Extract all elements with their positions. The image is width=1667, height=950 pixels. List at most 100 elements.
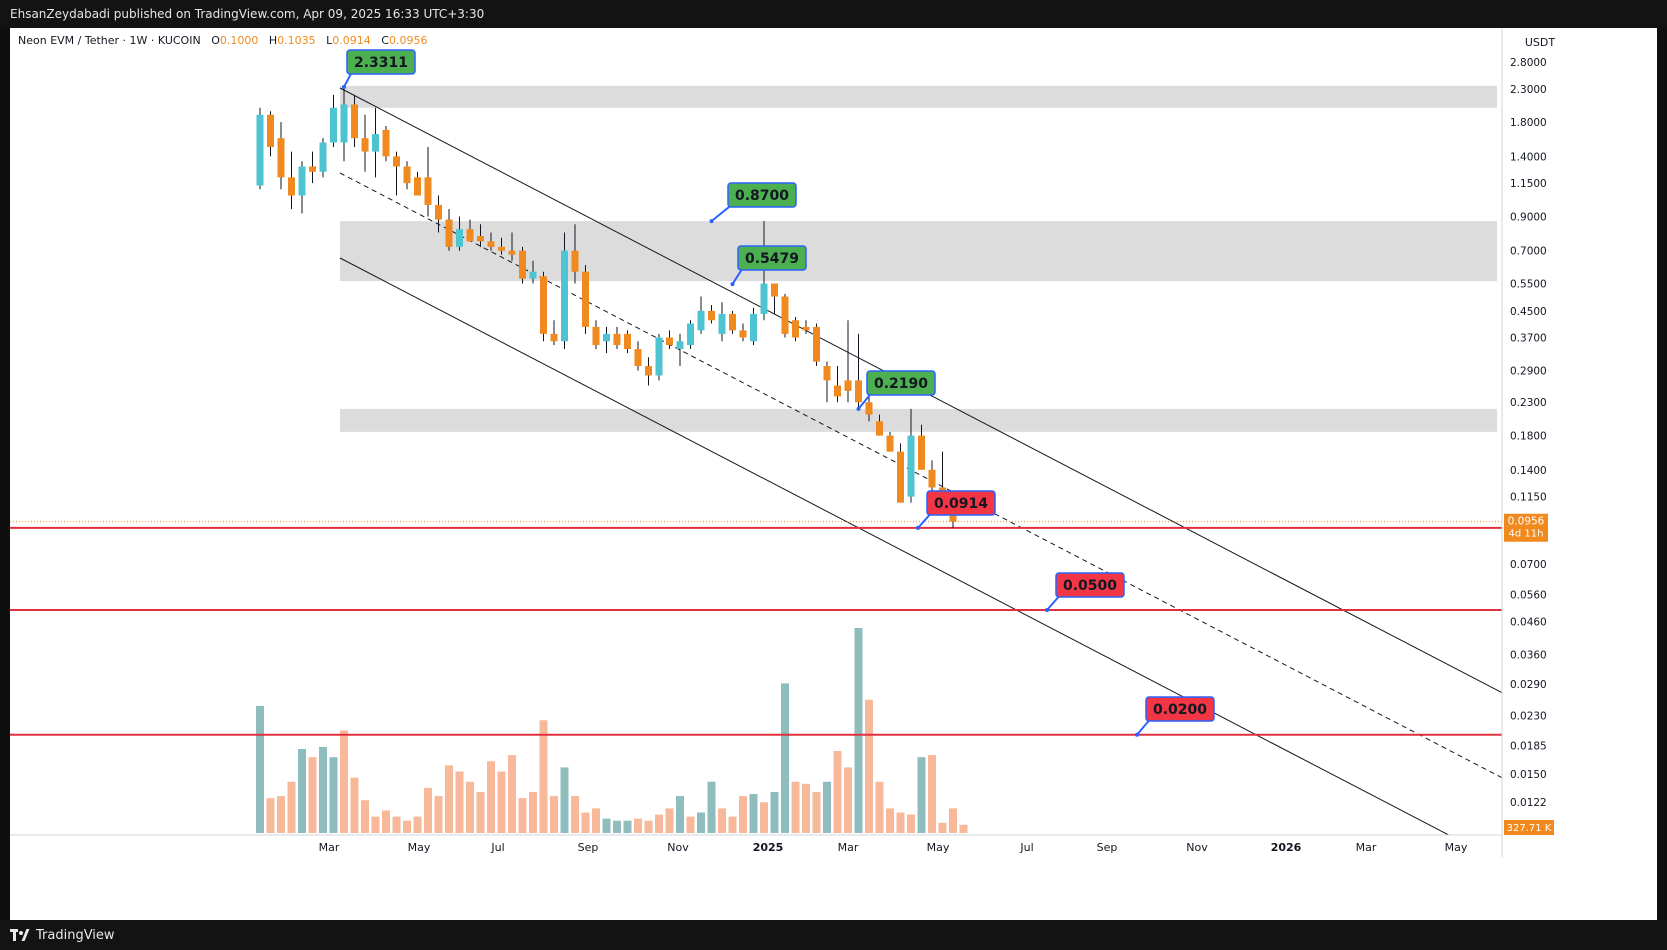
volume-bar [476,792,485,833]
price-tick-label: 0.0185 [1510,740,1547,752]
volume-bar [256,705,264,833]
candle-body [886,435,894,452]
volume-bar [718,808,726,833]
time-tick-label: Nov [667,841,689,854]
volume-bar [466,781,474,833]
price-tick-label: 0.1150 [1510,492,1547,504]
volume-bar [886,808,894,833]
volume-bar [896,812,905,833]
tradingview-brand[interactable]: TradingView [10,920,115,950]
price-label-text: 2.3311 [354,55,408,71]
symbol-title: Neon EVM / Tether · 1W · KUCOIN [18,34,201,47]
volume-bar [854,628,863,833]
volume-bar [665,808,674,833]
volume-bar [949,808,957,833]
volume-bar [802,783,810,833]
time-tick-label: Sep [1097,841,1118,854]
candle-body [718,313,726,334]
candle-body [624,333,631,350]
volume-bar [434,796,443,833]
label-anchor-dot [1135,732,1139,737]
volume-value: 327.71 K [1507,823,1552,834]
volume-bar [676,796,684,833]
volume-bar [350,777,359,833]
candle-body [918,435,925,470]
label-anchor-dot [342,84,346,89]
volume-bar [319,746,327,833]
candle-body [561,250,568,342]
candle-body [267,114,274,147]
last-price-value: 0.0956 [1508,516,1545,528]
price-label-text: 0.2190 [874,376,928,392]
volume-bar [928,755,936,833]
candle-body [498,246,505,251]
volume-bar [602,818,611,833]
candle-body [897,451,904,503]
candle-body [949,515,957,522]
tradingview-logo-icon [10,929,30,941]
label-anchor-dot [709,219,714,224]
candle-body [414,177,421,196]
candle-body [582,271,589,327]
open-value: 0.1000 [219,34,259,47]
candle-body [813,326,820,362]
open-label: O [211,34,220,47]
candle-body [708,310,715,321]
symbol-legend: Neon EVM / Tether · 1W · KUCOIN O0.1000 … [18,34,427,47]
candle-body [351,104,358,139]
time-tick-label: May [408,841,431,854]
last-price-badge [1504,513,1548,542]
candle-body [508,250,516,255]
candle-body [687,323,694,346]
volume-bar [833,751,842,833]
candle-body [487,241,495,247]
volume-bar [781,683,789,833]
price-tick-label: 2.3000 [1510,84,1547,96]
volume-bar [455,771,464,833]
price-label-box [1145,696,1215,722]
price-label-text: 0.8700 [735,188,789,204]
label-anchor-dot [916,525,920,530]
price-tick-label: 0.0230 [1510,711,1547,723]
volume-bar [361,800,369,833]
price-axis-unit: USDT [1525,36,1556,49]
volume-bar [571,796,579,833]
volume-bar [287,781,296,833]
volume-bar [371,816,380,833]
volume-bar [445,765,453,833]
price-label-text: 0.0500 [1063,578,1117,594]
plot-area: 2.3311 0.8700 0.5479 0.2190 0.0914 0.0500 0.02… [10,49,1502,835]
volume-bar [697,812,705,833]
price-tick-label: 0.4500 [1510,306,1547,318]
candle-body [729,313,736,331]
price-tick-label: 0.0700 [1510,559,1547,571]
time-tick-label: 2025 [753,841,784,854]
close-label: C [381,34,389,47]
volume-badge [1504,820,1554,835]
volume-bar [739,796,747,833]
candle-body [529,271,537,279]
price-tick-label: 0.9000 [1510,212,1547,224]
candle-body [634,349,642,367]
volume-bar [634,818,642,833]
publish-bar: EhsanZeydabadi published on TradingView.… [0,0,1667,28]
price-tick-label: 0.0560 [1510,590,1547,602]
price-tick-label: 0.1800 [1510,431,1547,443]
candle-body [540,276,547,334]
volume-bar [392,816,401,833]
time-tick-label: Jul [1019,841,1033,854]
label-anchor-dot [730,282,735,287]
price-label-box [1055,572,1125,598]
bar-countdown: 4d 11h [1509,529,1544,540]
candle-body [844,380,852,391]
candle-body [823,366,831,381]
volume-bar [308,757,317,833]
brand-name: TradingView [36,927,115,943]
volume-bar [487,761,495,833]
price-label-box [866,370,936,396]
candle-body [613,333,621,346]
time-tick-label: Sep [578,841,599,854]
volume-bar [592,808,600,833]
footer-bar: TradingView [0,920,1667,950]
